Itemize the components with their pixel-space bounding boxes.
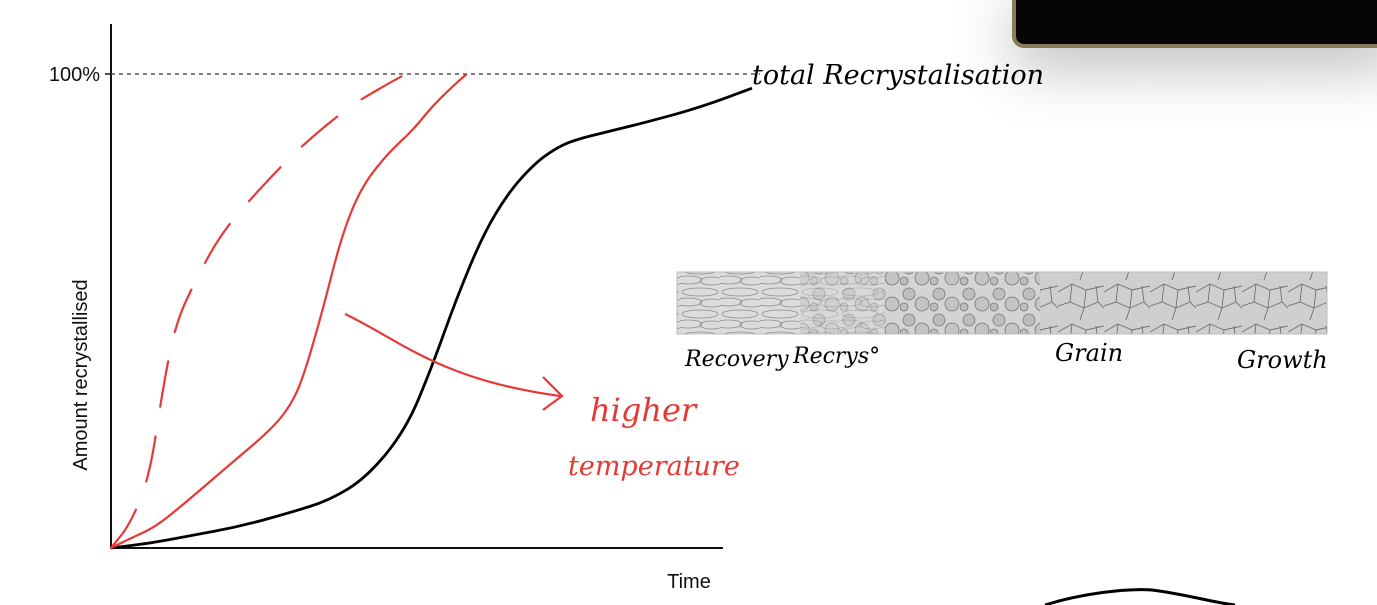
y-axis-label: Amount recrystallised (70, 279, 92, 470)
microstructure-recrystallised (885, 272, 1040, 334)
higher-temperature-arrow (344, 313, 561, 398)
stage-label-recrystallisation: Recrys° (792, 344, 880, 369)
series-line-red-solid (110, 73, 468, 549)
x-axis-label: Time (667, 571, 711, 593)
microstructure-grain-growth-early (1040, 272, 1175, 334)
higher-note: higher (590, 391, 698, 429)
stage-label-grain: Grain (1055, 339, 1123, 367)
stray-pen-stroke (1044, 588, 1236, 605)
microstructure-strip (676, 271, 1328, 335)
higher-temperature-arrowhead (542, 376, 564, 411)
microstructure-deformed (677, 272, 765, 334)
series-line-red-dashed (109, 72, 407, 550)
stage-label-growth: Growth (1237, 346, 1328, 374)
total-recrystallisation-note: total Recrystalisation (752, 60, 1044, 91)
stage-label-recovery: Recovery (684, 347, 789, 372)
microstructure-grain-growth-late (1175, 272, 1327, 334)
series-line-black (110, 86, 753, 550)
temperature-note: temperature (568, 451, 740, 482)
y-tick-label: 100% (49, 64, 100, 86)
dark-overlay-panel (1012, 0, 1377, 48)
